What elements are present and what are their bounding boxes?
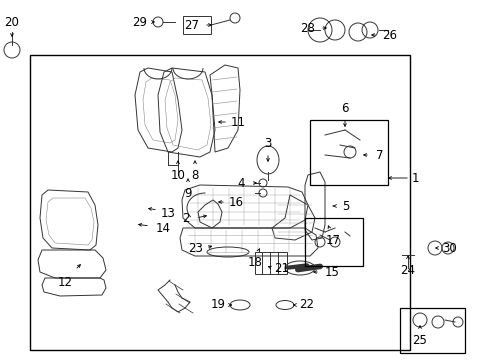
Text: 12: 12: [58, 275, 72, 288]
Text: 16: 16: [228, 195, 243, 208]
Text: 21: 21: [274, 261, 289, 274]
FancyArrowPatch shape: [297, 266, 320, 270]
Bar: [305, 218, 362, 266]
Text: 1: 1: [410, 171, 418, 185]
Bar: [399, 308, 464, 353]
Text: 24: 24: [400, 264, 415, 276]
Text: 30: 30: [442, 242, 456, 255]
Text: 18: 18: [247, 256, 262, 269]
Text: 10: 10: [170, 168, 185, 181]
Text: 28: 28: [300, 22, 315, 35]
Text: 13: 13: [160, 207, 175, 220]
Text: 27: 27: [184, 18, 199, 32]
Text: 15: 15: [324, 266, 339, 279]
Text: 8: 8: [191, 168, 198, 181]
Text: 25: 25: [412, 333, 427, 346]
Text: 19: 19: [210, 298, 225, 311]
Text: 2: 2: [182, 212, 189, 225]
Text: 29: 29: [132, 15, 147, 28]
Text: 20: 20: [4, 15, 20, 28]
Text: 7: 7: [375, 149, 383, 162]
Bar: [183, 16, 210, 34]
Bar: [30, 55, 409, 350]
Text: 23: 23: [188, 242, 203, 255]
Text: 17: 17: [325, 234, 340, 247]
FancyArrowPatch shape: [287, 265, 306, 268]
Text: 4: 4: [237, 176, 244, 189]
Text: 9: 9: [184, 186, 191, 199]
Text: 6: 6: [341, 102, 348, 114]
Text: 26: 26: [382, 28, 397, 41]
Text: 22: 22: [299, 298, 314, 311]
Bar: [254, 252, 286, 274]
Text: 5: 5: [342, 199, 349, 212]
Bar: [309, 120, 387, 185]
Text: 3: 3: [264, 136, 271, 149]
Text: 14: 14: [155, 221, 170, 234]
Text: 11: 11: [230, 116, 245, 129]
